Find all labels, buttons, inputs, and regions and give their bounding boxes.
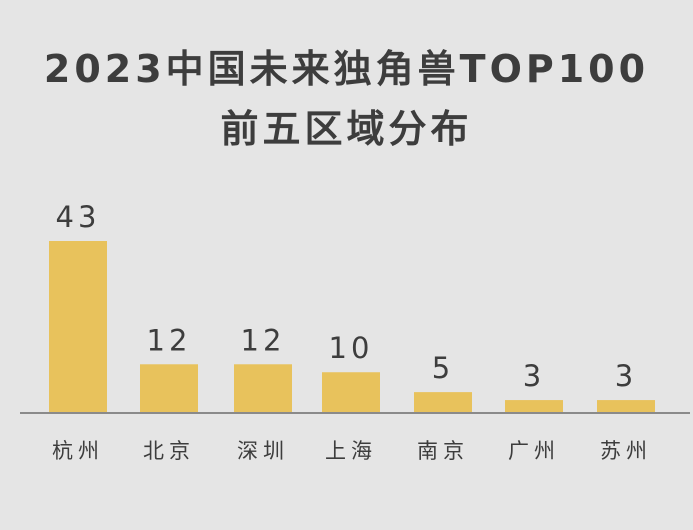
category-label: 南京	[417, 439, 469, 463]
value-label: 5	[432, 351, 454, 385]
chart-title-line-1: 2023中国未来独角兽TOP100	[43, 47, 650, 91]
bar-北京	[140, 364, 198, 412]
bar-上海	[322, 372, 380, 412]
value-label: 3	[615, 359, 637, 393]
bar-杭州	[49, 241, 107, 412]
category-label: 杭州	[52, 439, 104, 463]
category-label: 深圳	[237, 439, 289, 463]
value-label: 3	[523, 359, 545, 393]
category-label: 上海	[325, 439, 377, 463]
value-label: 12	[147, 323, 192, 357]
bar-广州	[505, 400, 563, 412]
value-label: 10	[329, 331, 374, 365]
category-label: 北京	[143, 439, 195, 463]
bar-苏州	[597, 400, 655, 412]
category-label: 广州	[508, 439, 560, 463]
bar-深圳	[234, 364, 292, 412]
value-label: 12	[241, 323, 286, 357]
bar-南京	[414, 392, 472, 412]
category-label: 苏州	[600, 439, 652, 463]
chart-title-line-2: 前五区域分布	[220, 107, 473, 151]
value-label: 43	[56, 200, 101, 234]
